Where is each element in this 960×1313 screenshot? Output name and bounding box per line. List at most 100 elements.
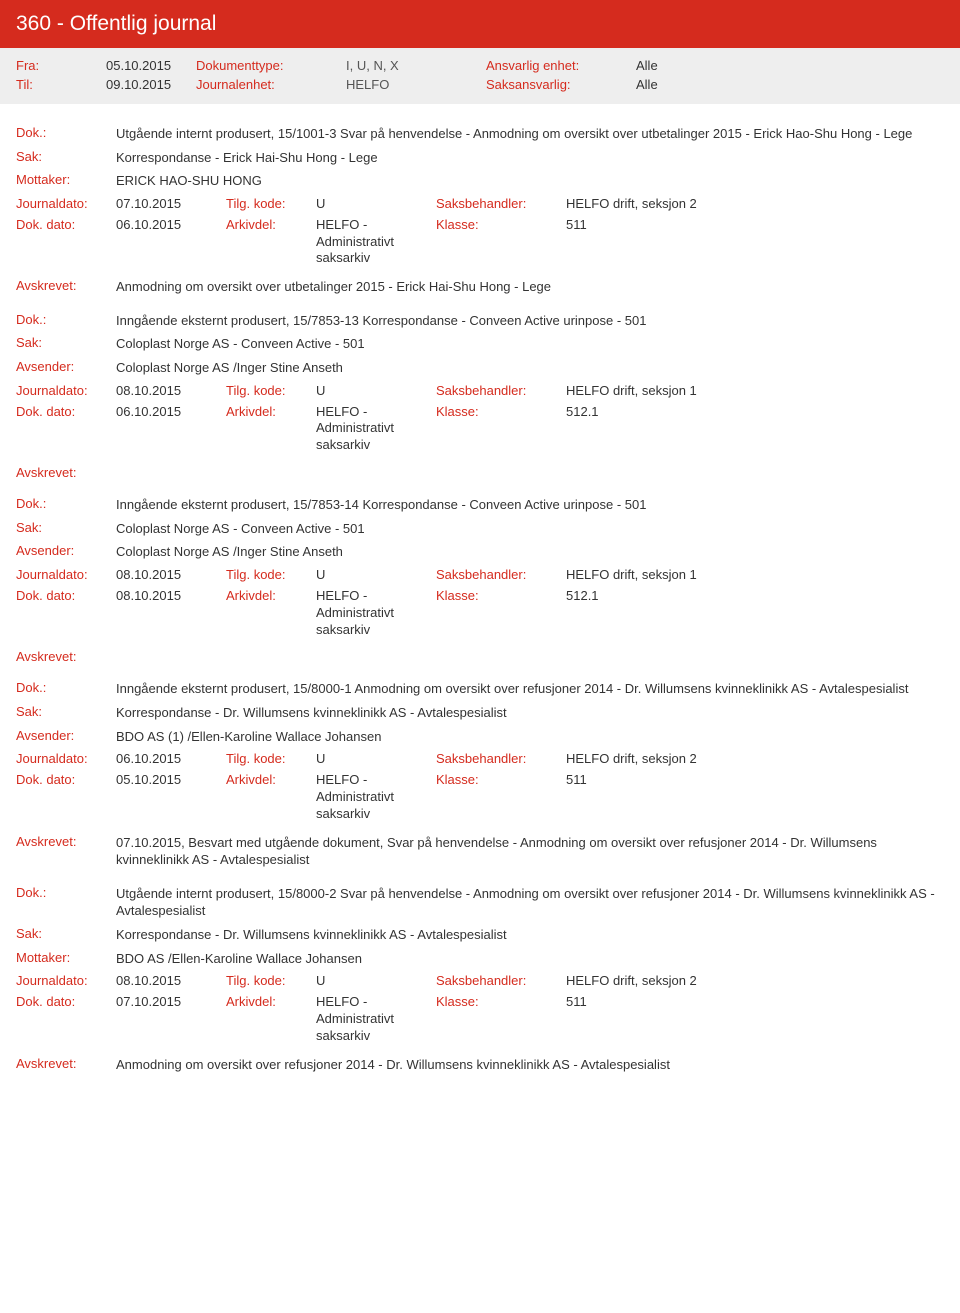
party-label: Avsender: xyxy=(16,359,116,374)
party-value: BDO AS (1) /Ellen-Karoline Wallace Johan… xyxy=(116,728,944,746)
dokdato-label: Dok. dato: xyxy=(16,994,116,1009)
arkivdel-label: Arkivdel: xyxy=(226,404,316,419)
journaldato-label: Journaldato: xyxy=(16,567,116,582)
avskrevet-label: Avskrevet: xyxy=(16,834,116,849)
dok-value: Utgående internt produsert, 15/1001-3 Sv… xyxy=(116,125,944,143)
journaldato-label: Journaldato: xyxy=(16,973,116,988)
dok-label: Dok.: xyxy=(16,125,116,140)
party-value: ERICK HAO-SHU HONG xyxy=(116,172,944,190)
meta-til-label: Til: xyxy=(16,77,106,92)
party-label: Avsender: xyxy=(16,728,116,743)
saksbehandler-value: HELFO drift, seksjon 1 xyxy=(566,567,944,582)
party-value: BDO AS /Ellen-Karoline Wallace Johansen xyxy=(116,950,944,968)
avskrevet-label: Avskrevet: xyxy=(16,1056,116,1071)
sak-label: Sak: xyxy=(16,926,116,941)
sak-value: Coloplast Norge AS - Conveen Active - 50… xyxy=(116,335,944,353)
tilgkode-label: Tilg. kode: xyxy=(226,973,316,988)
dokdato-label: Dok. dato: xyxy=(16,404,116,419)
saksbehandler-label: Saksbehandler: xyxy=(436,196,566,211)
avskrevet-label: Avskrevet: xyxy=(16,649,116,664)
saksbehandler-label: Saksbehandler: xyxy=(436,567,566,582)
arkivdel-label: Arkivdel: xyxy=(226,588,316,603)
dokdato-label: Dok. dato: xyxy=(16,588,116,603)
klasse-value: 512.1 xyxy=(566,404,944,419)
klasse-label: Klasse: xyxy=(436,588,566,603)
saksbehandler-label: Saksbehandler: xyxy=(436,973,566,988)
tilgkode-value: U xyxy=(316,383,436,398)
arkivdel-label: Arkivdel: xyxy=(226,772,316,787)
sak-value: Korrespondanse - Dr. Willumsens kvinnekl… xyxy=(116,704,944,722)
meta-doktype-label: Dokumenttype: xyxy=(196,58,346,73)
arkivdel-value: HELFO - Administrativt saksarkiv xyxy=(316,217,436,268)
party-label: Mottaker: xyxy=(16,172,116,187)
meta-doktype-value: I, U, N, X xyxy=(346,58,486,73)
dok-label: Dok.: xyxy=(16,885,116,900)
meta-journalenhet-label: Journalenhet: xyxy=(196,77,346,92)
sak-label: Sak: xyxy=(16,704,116,719)
klasse-label: Klasse: xyxy=(436,772,566,787)
sak-value: Korrespondanse - Dr. Willumsens kvinnekl… xyxy=(116,926,944,944)
sak-label: Sak: xyxy=(16,520,116,535)
dokdato-label: Dok. dato: xyxy=(16,217,116,232)
tilgkode-value: U xyxy=(316,751,436,766)
klasse-value: 511 xyxy=(566,994,944,1009)
dokdato-value: 07.10.2015 xyxy=(116,994,226,1009)
journal-entry: Dok.:Utgående internt produsert, 15/8000… xyxy=(16,872,944,1076)
tilgkode-value: U xyxy=(316,973,436,988)
dok-label: Dok.: xyxy=(16,680,116,695)
journal-entry: Dok.:Inngående eksternt produsert, 15/80… xyxy=(16,667,944,871)
entries-container: Dok.:Utgående internt produsert, 15/1001… xyxy=(0,104,960,1096)
journaldato-value: 08.10.2015 xyxy=(116,973,226,988)
tilgkode-label: Tilg. kode: xyxy=(226,751,316,766)
journal-entry: Dok.:Inngående eksternt produsert, 15/78… xyxy=(16,483,944,667)
avskrevet-value: Anmodning om oversikt over refusjoner 20… xyxy=(116,1056,944,1074)
journaldato-label: Journaldato: xyxy=(16,196,116,211)
tilgkode-label: Tilg. kode: xyxy=(226,196,316,211)
sak-value: Coloplast Norge AS - Conveen Active - 50… xyxy=(116,520,944,538)
tilgkode-label: Tilg. kode: xyxy=(226,383,316,398)
saksbehandler-value: HELFO drift, seksjon 2 xyxy=(566,973,944,988)
saksbehandler-label: Saksbehandler: xyxy=(436,383,566,398)
avskrevet-label: Avskrevet: xyxy=(16,465,116,480)
tilgkode-value: U xyxy=(316,567,436,582)
klasse-value: 511 xyxy=(566,772,944,787)
meta-journalenhet-value: HELFO xyxy=(346,77,486,92)
avskrevet-value: 07.10.2015, Besvart med utgående dokumen… xyxy=(116,834,944,869)
dok-label: Dok.: xyxy=(16,496,116,511)
avskrevet-label: Avskrevet: xyxy=(16,278,116,293)
dokdato-value: 05.10.2015 xyxy=(116,772,226,787)
dok-label: Dok.: xyxy=(16,312,116,327)
arkivdel-value: HELFO - Administrativt saksarkiv xyxy=(316,772,436,823)
party-label: Avsender: xyxy=(16,543,116,558)
journal-entry: Dok.:Utgående internt produsert, 15/1001… xyxy=(16,112,944,299)
klasse-label: Klasse: xyxy=(436,404,566,419)
sak-label: Sak: xyxy=(16,335,116,350)
meta-fra-label: Fra: xyxy=(16,58,106,73)
arkivdel-label: Arkivdel: xyxy=(226,217,316,232)
dokdato-value: 06.10.2015 xyxy=(116,404,226,419)
journaldato-value: 08.10.2015 xyxy=(116,383,226,398)
dokdato-label: Dok. dato: xyxy=(16,772,116,787)
saksbehandler-value: HELFO drift, seksjon 1 xyxy=(566,383,944,398)
klasse-value: 512.1 xyxy=(566,588,944,603)
journaldato-value: 08.10.2015 xyxy=(116,567,226,582)
klasse-label: Klasse: xyxy=(436,994,566,1009)
arkivdel-value: HELFO - Administrativt saksarkiv xyxy=(316,588,436,639)
meta-saksansvarlig-label: Saksansvarlig: xyxy=(486,77,636,92)
dok-value: Inngående eksternt produsert, 15/7853-14… xyxy=(116,496,944,514)
meta-bar: Fra: 05.10.2015 Dokumenttype: I, U, N, X… xyxy=(0,48,960,104)
party-value: Coloplast Norge AS /Inger Stine Anseth xyxy=(116,543,944,561)
meta-saksansvarlig-value: Alle xyxy=(636,77,756,92)
meta-ansvarlig-value: Alle xyxy=(636,58,756,73)
dok-value: Inngående eksternt produsert, 15/8000-1 … xyxy=(116,680,944,698)
party-value: Coloplast Norge AS /Inger Stine Anseth xyxy=(116,359,944,377)
journal-entry: Dok.:Inngående eksternt produsert, 15/78… xyxy=(16,299,944,483)
tilgkode-label: Tilg. kode: xyxy=(226,567,316,582)
meta-fra-value: 05.10.2015 xyxy=(106,58,196,73)
saksbehandler-value: HELFO drift, seksjon 2 xyxy=(566,196,944,211)
dokdato-value: 06.10.2015 xyxy=(116,217,226,232)
arkivdel-label: Arkivdel: xyxy=(226,994,316,1009)
party-label: Mottaker: xyxy=(16,950,116,965)
journaldato-value: 06.10.2015 xyxy=(116,751,226,766)
tilgkode-value: U xyxy=(316,196,436,211)
